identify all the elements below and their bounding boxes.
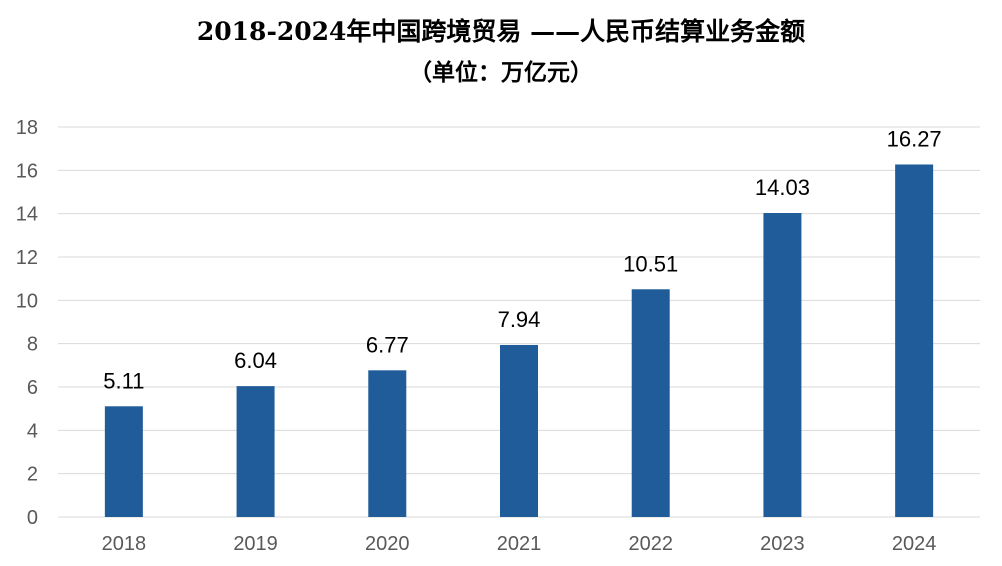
x-tick-label: 2018	[102, 533, 147, 555]
y-tick-label: 4	[27, 420, 38, 442]
bar-2019	[236, 386, 275, 517]
y-tick-label: 12	[16, 247, 38, 269]
bar-2018	[104, 406, 143, 517]
bars	[104, 164, 934, 517]
data-label: 10.51	[623, 251, 678, 276]
x-tick-label: 2020	[365, 533, 410, 555]
data-label: 16.27	[887, 126, 942, 151]
x-tick-label: 2023	[760, 533, 805, 555]
chart-title: 2018-2024年中国跨境贸易 ——人民币结算业务金额	[196, 17, 806, 46]
data-labels: 5.11 6.04 6.77 7.94 10.51 14.03 16.27	[103, 126, 941, 393]
data-label: 6.04	[234, 348, 277, 373]
y-tick-label: 14	[16, 204, 38, 226]
x-tick-label: 2021	[497, 533, 542, 555]
data-label: 5.11	[103, 368, 144, 393]
data-label: 14.03	[755, 175, 810, 200]
bar-2021	[500, 344, 538, 517]
y-tick-label: 10	[16, 290, 38, 312]
data-label: 6.77	[366, 332, 409, 357]
bar-2024	[895, 164, 934, 517]
y-tick-label: 16	[16, 160, 38, 182]
bar-2022	[631, 289, 670, 517]
y-tick-label: 6	[27, 377, 38, 399]
chart-subtitle: （单位：万亿元）	[409, 60, 593, 86]
x-axis-ticks: 2018 2019 2020 2021 2022 2023 2024	[102, 533, 937, 555]
x-tick-label: 2019	[233, 533, 278, 555]
y-tick-label: 18	[16, 117, 38, 139]
y-tick-label: 2	[27, 464, 38, 486]
data-label: 7.94	[498, 307, 541, 332]
y-axis-ticks: 0 2 4 6 8 10 12 14 16 18	[16, 117, 38, 529]
bar-2020	[368, 370, 407, 517]
x-tick-label: 2024	[892, 533, 937, 555]
y-tick-label: 8	[27, 334, 38, 356]
x-tick-label: 2022	[628, 533, 673, 555]
y-tick-label: 0	[27, 507, 38, 529]
bar-2023	[763, 213, 802, 517]
